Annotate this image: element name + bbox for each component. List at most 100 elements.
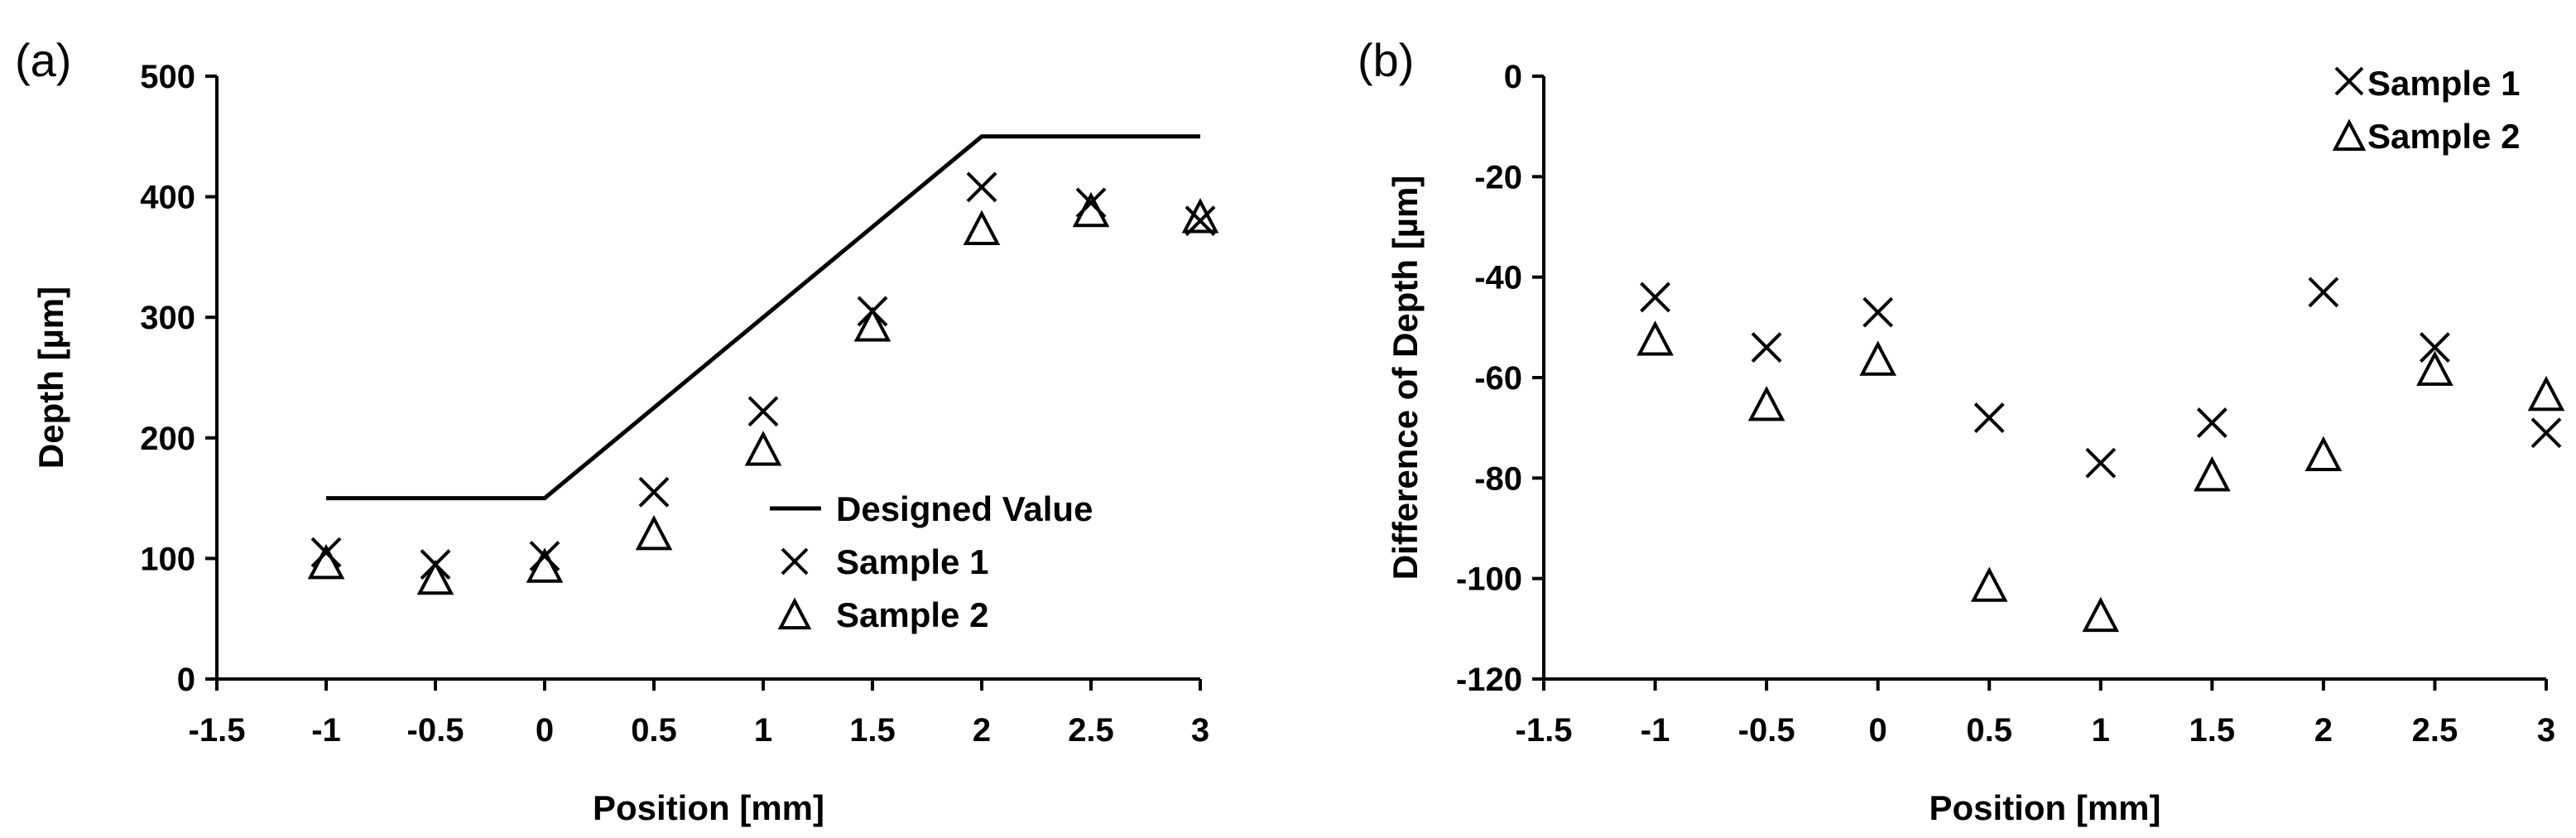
sample-1-point <box>310 537 342 568</box>
sample-2-point <box>1181 198 1219 234</box>
sample-1-point-stroke-2 <box>1640 282 1670 313</box>
sample-2-point <box>853 306 892 342</box>
sample-1-point <box>1640 282 1670 313</box>
x-tick-label: 3 <box>2537 712 2555 749</box>
sample-1-point-stroke-2 <box>1862 296 1894 328</box>
y-tick-label: -100 <box>1456 561 1522 598</box>
sample-1-point <box>638 476 670 508</box>
sample-2-point <box>2527 375 2565 412</box>
sample-1-point-stroke-2 <box>529 541 560 571</box>
sample-1-point-stroke-2 <box>638 476 670 508</box>
x-tick-label: 1.5 <box>849 712 896 749</box>
sample-1-point-stroke-2 <box>1751 332 1782 364</box>
legend-cross-swatch-stroke-2 <box>781 547 809 576</box>
sample-1-point-stroke-2 <box>2308 277 2339 308</box>
sample-1-point-stroke-2 <box>1973 402 2005 433</box>
sample-1-point-stroke-2 <box>966 171 997 203</box>
legend-triangle-swatch <box>2332 118 2367 152</box>
x-axis-title: Position [mm] <box>1930 788 2161 827</box>
sample-1-point-stroke-2 <box>2196 407 2228 439</box>
sample-2-point <box>307 543 345 580</box>
sample-2-point <box>1636 320 1674 356</box>
y-tick-label: 400 <box>140 180 195 216</box>
y-axis-title: Difference of Depth [µm] <box>1386 176 1425 580</box>
sample-2-point <box>1970 566 2008 602</box>
legend-cross-swatch-stroke-2 <box>2334 66 2364 96</box>
y-tick-label: 0 <box>1504 59 1522 95</box>
sample-2-point <box>526 547 564 583</box>
legend: Designed Value Sample 1 Sample 2 <box>770 489 1093 634</box>
x-tick-label: 1 <box>2092 712 2110 749</box>
legend-label: Sample 2 <box>2367 117 2520 156</box>
series-sample-2 <box>307 191 1219 595</box>
sample-1-point <box>1973 402 2005 433</box>
y-tick-label: 200 <box>140 421 195 457</box>
designed-value-line <box>326 134 1200 501</box>
sample-1-point <box>747 396 779 427</box>
x-tick-label: 2.5 <box>2412 712 2458 749</box>
legend-triangle-swatch <box>777 597 812 630</box>
series-sample-1 <box>310 171 1216 580</box>
chart-panel-a: (a) 0 100 200 300 400 500 -1.5 -1 -0.5 0 0.5 1 1.5 2 2… <box>15 34 1219 827</box>
sample-1-point-stroke-2 <box>747 396 779 427</box>
sample-2-point <box>416 559 454 595</box>
x-tick-label: -0.5 <box>407 712 464 749</box>
chart-panel-b: (b) -120 -100 -80 -60 -40 -20 0 -1.5 -1 -0.5 0 0.5 1… <box>1358 34 2565 827</box>
y-tick-label: -60 <box>1474 360 1522 397</box>
y-tick-label: -80 <box>1474 460 1522 497</box>
legend: Sample 1 Sample 2 <box>2332 64 2520 156</box>
y-tick-label: 0 <box>177 662 195 698</box>
sample-1-point <box>2530 417 2562 449</box>
series-sample-2 <box>1636 320 2565 633</box>
x-tick-label: 2.5 <box>1068 712 1114 749</box>
x-tick-label: 1.5 <box>2189 712 2236 749</box>
sample-1-point <box>2196 407 2228 439</box>
sample-2-point <box>744 431 782 466</box>
x-tick-label: 3 <box>1191 712 1209 749</box>
sample-1-point <box>1751 332 1782 364</box>
legend-label: Sample 1 <box>2367 64 2520 103</box>
sample-2-point <box>2304 436 2343 472</box>
sample-1-point <box>2308 277 2339 308</box>
sample-1-point <box>966 171 997 203</box>
x-tick-label: -1 <box>311 712 341 749</box>
x-tick-label: 0 <box>536 712 554 749</box>
x-tick-label: 2 <box>2314 712 2333 749</box>
x-tick-label: 1 <box>754 712 772 749</box>
legend-cross-swatch <box>2334 66 2364 96</box>
legend-cross-swatch <box>781 547 809 576</box>
sample-1-point-stroke-2 <box>310 537 342 568</box>
sample-1-point <box>1862 296 1894 328</box>
sample-2-point <box>1747 385 1785 421</box>
sample-1-point <box>2420 332 2450 364</box>
legend-label: Sample 2 <box>836 595 988 634</box>
sample-2-point <box>1859 340 1896 376</box>
sample-1-point <box>529 541 560 571</box>
sample-1-point <box>2085 447 2117 479</box>
sample-1-point-stroke-2 <box>2085 447 2117 479</box>
x-tick-label: -1.5 <box>189 712 246 749</box>
x-tick-label: 0.5 <box>1966 712 2012 749</box>
sample-1-point-stroke-2 <box>2420 332 2450 364</box>
y-tick-label: -20 <box>1474 159 1522 195</box>
x-tick-label: -0.5 <box>1738 712 1795 749</box>
x-tick-label: 0.5 <box>631 712 677 749</box>
sample-2-point <box>963 210 1001 246</box>
panel-a-tag: (a) <box>15 34 71 86</box>
sample-2-point <box>2416 350 2453 386</box>
x-tick-label: 0 <box>1869 712 1887 749</box>
legend-label: Designed Value <box>836 489 1093 528</box>
y-tick-label: -120 <box>1456 662 1522 698</box>
sample-1-point-stroke-2 <box>2530 417 2562 449</box>
sample-2-point <box>635 515 673 551</box>
y-tick-label: 100 <box>140 541 195 577</box>
series-designed-value <box>326 134 1200 501</box>
series-sample-1 <box>1640 277 2562 479</box>
legend-label: Sample 1 <box>836 542 988 581</box>
x-tick-label: -1 <box>1641 712 1670 749</box>
panel-b-tag: (b) <box>1358 34 1414 86</box>
sample-2-point <box>2194 455 2231 492</box>
y-axis-title: Depth [µm] <box>31 287 70 469</box>
sample-2-point <box>1072 191 1110 228</box>
